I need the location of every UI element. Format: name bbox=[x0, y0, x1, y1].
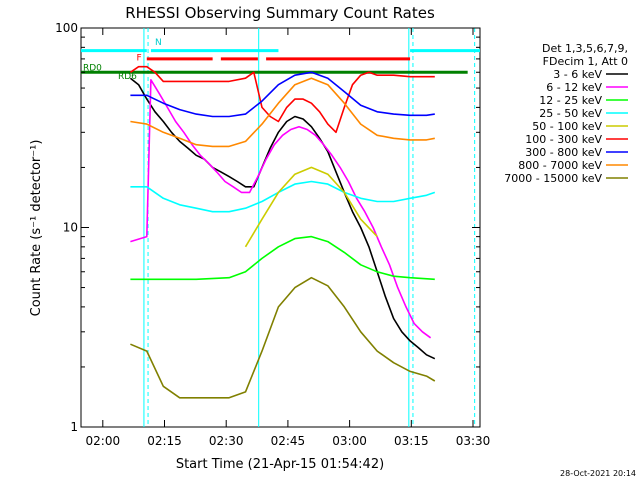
legend-label-6: 300 - 800 keV bbox=[525, 146, 602, 159]
series-line-4 bbox=[244, 166, 378, 248]
series-line-6 bbox=[130, 71, 435, 118]
footer-timestamp: 28-Oct-2021 20:14 bbox=[560, 469, 636, 478]
x-tick-label-4: 03:00 bbox=[332, 434, 367, 448]
legend-label-8: 7000 - 15000 keV bbox=[504, 172, 602, 185]
y-tick-label-2: 1 bbox=[70, 420, 78, 434]
x-tick-label-3: 02:45 bbox=[271, 434, 306, 448]
series-line-3 bbox=[130, 180, 436, 213]
annotation-3: F bbox=[136, 53, 141, 63]
legend: Det 1,3,5,6,7,9,FDecim 1, Att 03 - 6 keV… bbox=[504, 42, 628, 185]
legend-label-3: 25 - 50 keV bbox=[539, 107, 602, 120]
series-line-2 bbox=[130, 235, 435, 281]
annotation-1: RD6 bbox=[118, 72, 137, 82]
series-line-8 bbox=[130, 276, 436, 399]
annotation-0: RD0 bbox=[83, 64, 102, 74]
x-axis-label: Start Time (21-Apr-15 01:54:42) bbox=[176, 457, 384, 472]
annotation-2: N bbox=[155, 38, 162, 48]
y-tick-label-0: 100 bbox=[55, 21, 78, 35]
y-axis-label: Count Rate (s⁻¹ detector⁻¹) bbox=[29, 140, 44, 317]
legend-label-4: 50 - 100 keV bbox=[532, 120, 602, 133]
series-line-7 bbox=[130, 77, 435, 148]
legend-label-5: 100 - 300 keV bbox=[525, 133, 602, 146]
legend-header-0: Det 1,3,5,6,7,9, bbox=[542, 42, 628, 55]
plot-area: RD0 RD6 N F 02:00 02:15 02:30 02:45 03:00 03:15 03… bbox=[55, 21, 490, 448]
x-tick-label-0: 02:00 bbox=[86, 434, 121, 448]
x-tick-label-5: 03:15 bbox=[394, 434, 429, 448]
legend-header-1: FDecim 1, Att 0 bbox=[543, 55, 628, 68]
series-line-0 bbox=[129, 77, 436, 360]
chart-title: RHESSI Observing Summary Count Rates bbox=[125, 4, 435, 22]
legend-label-0: 3 - 6 keV bbox=[553, 68, 602, 81]
series-line-1 bbox=[130, 79, 432, 339]
legend-label-2: 12 - 25 keV bbox=[539, 94, 602, 107]
x-tick-label-2: 02:30 bbox=[209, 434, 244, 448]
legend-label-1: 6 - 12 keV bbox=[546, 81, 602, 94]
x-tick-label-6: 03:30 bbox=[456, 434, 491, 448]
y-tick-label-1: 10 bbox=[63, 221, 78, 235]
series-line-5 bbox=[129, 65, 435, 134]
x-tick-label-1: 02:15 bbox=[147, 434, 182, 448]
legend-label-7: 800 - 7000 keV bbox=[518, 159, 602, 172]
